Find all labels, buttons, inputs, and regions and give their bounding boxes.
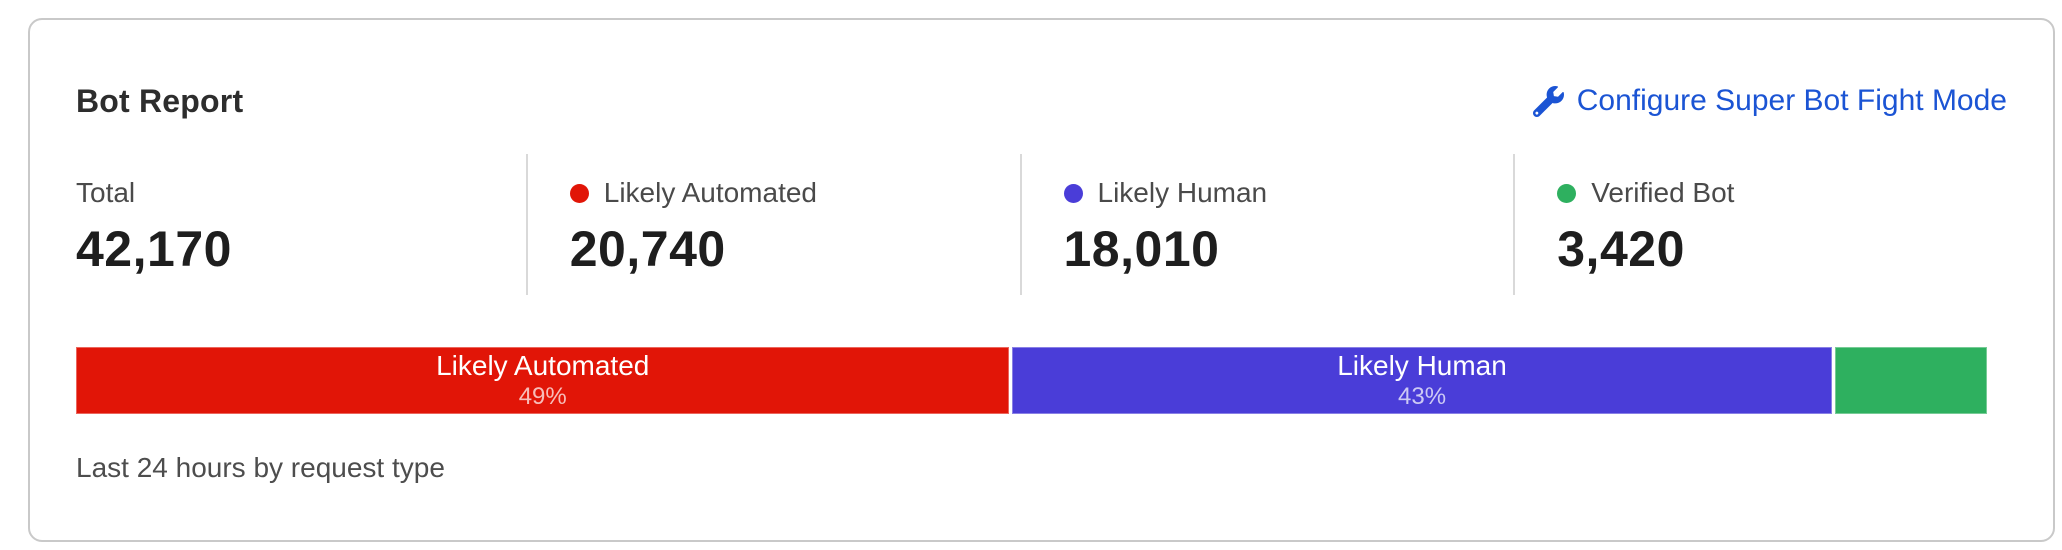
page-title: Bot Report — [76, 83, 244, 119]
bar-segment-likely-automated-percent: 49% — [518, 383, 567, 410]
stat-total-label-row: Total — [76, 176, 526, 210]
bar-segment-verified-bot — [1834, 347, 1988, 414]
bar-segment-likely-human: Likely Human 43% — [1012, 347, 1832, 414]
card-header: Bot Report Configure Super Bot Fight Mod… — [76, 81, 2007, 121]
stat-total: Total 42,170 — [76, 154, 526, 295]
stat-total-label: Total — [76, 177, 136, 208]
stat-verified-bot: Verified Bot 3,420 — [1513, 154, 2007, 295]
stat-likely-automated-label-row: Likely Automated — [569, 176, 1020, 210]
bar-segment-likely-human-label: Likely Human — [1337, 350, 1507, 381]
chart-caption: Last 24 hours by request type — [76, 452, 445, 483]
stat-likely-human-label: Likely Human — [1097, 177, 1268, 208]
likely-automated-dot-icon — [569, 183, 589, 203]
bar-segment-likely-automated: Likely Automated 49% — [76, 347, 1010, 414]
stat-likely-automated-value: 20,740 — [569, 221, 726, 277]
stacked-bar-chart: Likely Automated 49% Likely Human 43% — [76, 347, 1988, 414]
stat-verified-bot-label-row: Verified Bot — [1557, 176, 2007, 210]
wrench-icon — [1532, 85, 1564, 117]
stat-likely-human: Likely Human 18,010 — [1019, 154, 1514, 295]
bot-report-card: Bot Report Configure Super Bot Fight Mod… — [28, 18, 2055, 542]
configure-super-bot-fight-mode-link[interactable]: Configure Super Bot Fight Mode — [1532, 81, 2007, 121]
configure-link-label: Configure Super Bot Fight Mode — [1576, 84, 2007, 117]
stat-likely-automated: Likely Automated 20,740 — [525, 154, 1020, 295]
stat-likely-automated-label: Likely Automated — [603, 177, 817, 208]
likely-human-dot-icon — [1063, 183, 1083, 203]
stat-total-value: 42,170 — [76, 221, 232, 277]
bar-segment-likely-automated-label: Likely Automated — [436, 350, 650, 381]
stat-likely-human-label-row: Likely Human — [1063, 176, 1514, 210]
stat-likely-human-value: 18,010 — [1063, 221, 1220, 277]
verified-bot-dot-icon — [1557, 183, 1577, 203]
stat-verified-bot-label: Verified Bot — [1591, 177, 1735, 208]
stat-verified-bot-value: 3,420 — [1557, 221, 1685, 277]
stats-row: Total 42,170 Likely Automated 20,740 Lik… — [76, 154, 2007, 295]
bar-segment-likely-human-percent: 43% — [1398, 383, 1447, 410]
